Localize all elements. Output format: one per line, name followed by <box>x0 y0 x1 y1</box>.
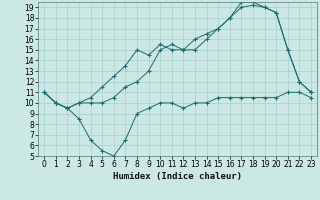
X-axis label: Humidex (Indice chaleur): Humidex (Indice chaleur) <box>113 172 242 181</box>
